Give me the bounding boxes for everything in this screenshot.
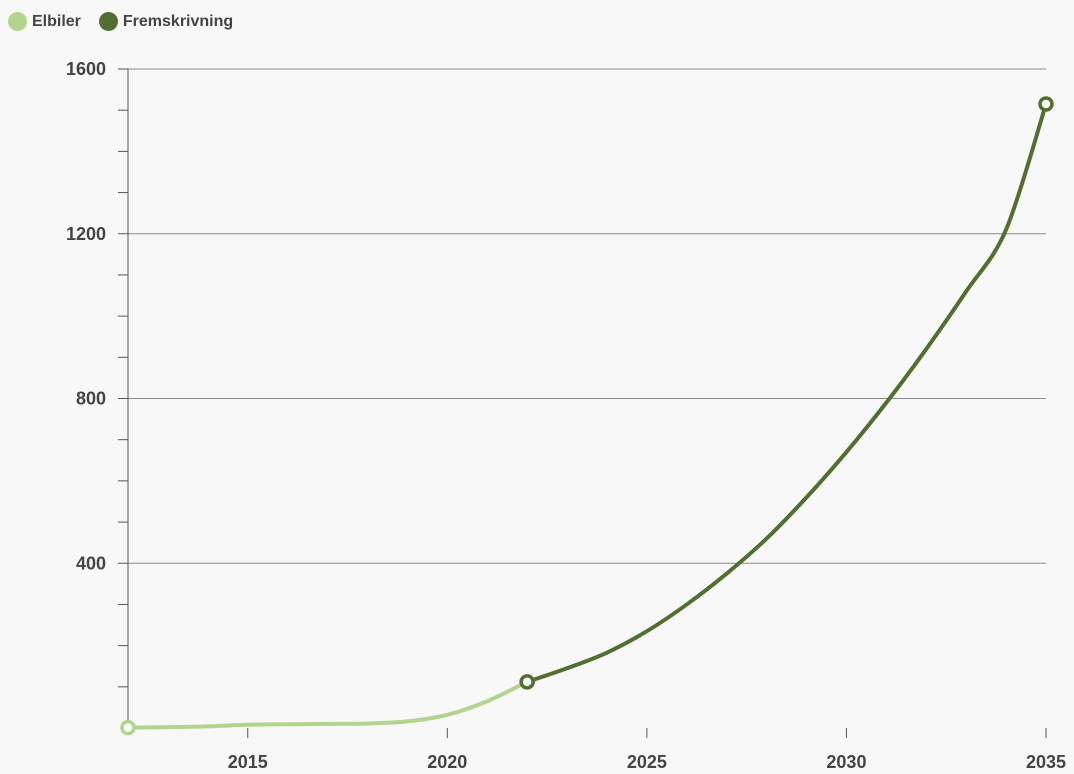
marker-elbiler-start bbox=[122, 722, 134, 734]
axes bbox=[118, 69, 1046, 738]
series-line-fremskrivning bbox=[527, 104, 1046, 682]
x-tick-label-2025: 2025 bbox=[627, 752, 667, 772]
series-lines bbox=[128, 104, 1046, 728]
series-line-elbiler bbox=[128, 682, 527, 728]
marker-fremskrivning-end bbox=[1040, 98, 1052, 110]
series-markers bbox=[122, 98, 1052, 734]
y-tick-label-1200: 1200 bbox=[66, 224, 106, 244]
tick-labels: 400 800 1200 1600 2015 2020 2025 2030 2035 bbox=[66, 59, 1066, 772]
x-tick-label-2035: 2035 bbox=[1026, 752, 1066, 772]
y-tick-label-800: 800 bbox=[76, 389, 106, 409]
y-tick-label-400: 400 bbox=[76, 553, 106, 573]
gridlines bbox=[128, 69, 1046, 563]
y-tick-label-1600: 1600 bbox=[66, 59, 106, 79]
x-tick-label-2015: 2015 bbox=[228, 752, 268, 772]
x-tick-label-2030: 2030 bbox=[826, 752, 866, 772]
x-tick-label-2020: 2020 bbox=[427, 752, 467, 772]
marker-fremskrivning-start bbox=[521, 676, 533, 688]
